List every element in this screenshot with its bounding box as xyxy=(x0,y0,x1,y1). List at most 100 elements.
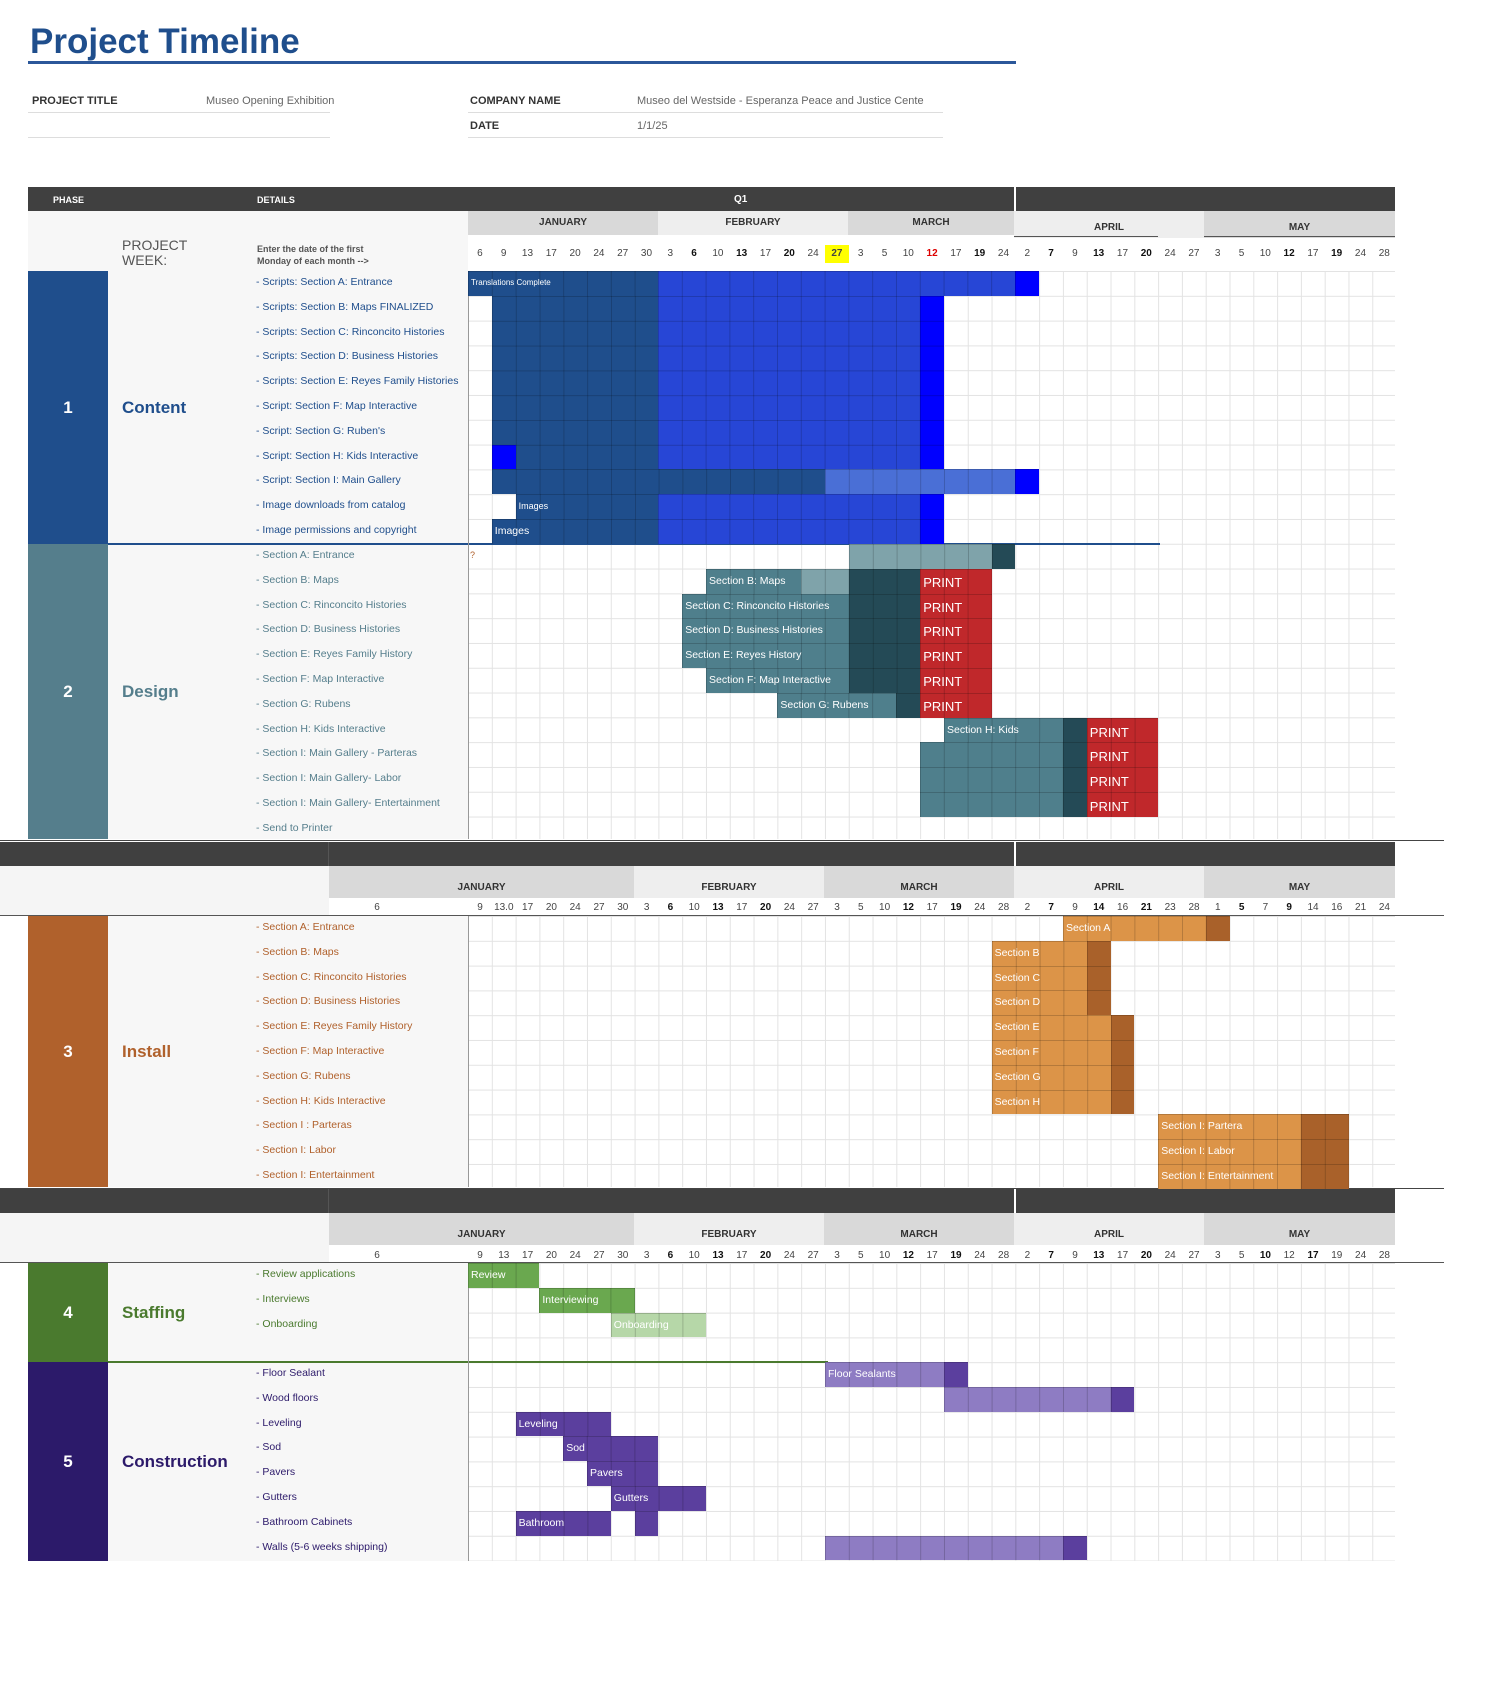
gantt-bar[interactable]: Section F xyxy=(992,1040,1111,1065)
task-label[interactable]: - Section B: Maps xyxy=(256,945,339,958)
task-label[interactable]: - Section C: Rinconcito Histories xyxy=(256,970,407,983)
gantt-bar[interactable]: Gutters xyxy=(611,1486,706,1511)
task-label[interactable]: - Gutters xyxy=(256,1491,297,1503)
task-label[interactable]: - Pavers xyxy=(256,1466,296,1479)
gantt-bar[interactable] xyxy=(1301,1114,1349,1140)
task-label[interactable]: - Section I: Main Gallery- Entertainment xyxy=(256,797,440,809)
task-label[interactable]: - Image downloads from catalog xyxy=(256,499,406,512)
task-label[interactable]: - Section D: Business Histories xyxy=(256,995,401,1008)
gantt-bar[interactable] xyxy=(1015,271,1040,296)
task-label[interactable]: - Scripts: Section E: Reyes Family Histo… xyxy=(256,375,459,388)
print-bar[interactable]: PRINT xyxy=(920,668,992,693)
gantt-bar[interactable] xyxy=(849,544,992,569)
task-label[interactable]: - Floor Sealant xyxy=(256,1367,325,1379)
gantt-bar[interactable]: Pavers xyxy=(587,1461,659,1486)
task-label[interactable]: - Script: Section F: Map Interactive xyxy=(256,400,418,412)
task-label[interactable]: - Section E: Reyes Family History xyxy=(256,648,413,661)
task-label[interactable]: - Section I: Main Gallery - Parteras xyxy=(256,747,418,760)
gantt-bar[interactable] xyxy=(920,742,1063,768)
gantt-bar[interactable] xyxy=(920,519,944,544)
gantt-bar[interactable] xyxy=(635,1510,659,1536)
gantt-bar[interactable] xyxy=(1111,1015,1135,1040)
gantt-bar[interactable]: Section A xyxy=(1063,916,1206,941)
task-label[interactable]: - Section I: Main Gallery- Labor xyxy=(256,772,402,785)
gantt-bar[interactable] xyxy=(1087,940,1111,966)
gantt-bar[interactable] xyxy=(1087,990,1111,1016)
gantt-bar[interactable]: Section F: Map Interactive xyxy=(706,668,849,693)
gantt-bar[interactable]: Section D xyxy=(992,990,1087,1016)
gantt-bar[interactable] xyxy=(920,767,1063,792)
gantt-bar[interactable]: Section C xyxy=(992,965,1087,991)
gantt-bar[interactable]: Section I: Partera xyxy=(1158,1114,1301,1140)
gantt-bar[interactable] xyxy=(492,295,659,470)
gantt-bar[interactable]: Leveling xyxy=(516,1411,611,1437)
gantt-bar[interactable] xyxy=(920,295,944,470)
gantt-bar[interactable] xyxy=(1063,792,1087,817)
task-label[interactable]: - Section G: Rubens xyxy=(256,1069,351,1082)
gantt-bar[interactable]: Section C: Rinconcito Histories xyxy=(682,593,849,619)
task-label[interactable]: - Sod xyxy=(256,1441,282,1454)
gantt-bar[interactable] xyxy=(944,1362,968,1387)
gantt-bar[interactable] xyxy=(1063,742,1087,768)
gantt-bar[interactable] xyxy=(825,469,1016,495)
gantt-bar[interactable] xyxy=(849,593,921,619)
task-label[interactable]: - Section I : Parteras xyxy=(256,1119,352,1132)
task-label[interactable]: - Wood floors xyxy=(256,1391,319,1404)
task-label[interactable]: - Script: Section G: Ruben's xyxy=(256,424,386,437)
task-label[interactable]: - Scripts: Section B: Maps FINALIZED xyxy=(256,300,434,313)
print-bar[interactable]: PRINT xyxy=(920,618,992,644)
gantt-bar[interactable] xyxy=(1063,717,1087,743)
gantt-bar[interactable] xyxy=(992,544,1016,569)
gantt-bar[interactable] xyxy=(944,1386,1111,1412)
gantt-bar[interactable]: Section H: Kids xyxy=(944,717,1063,743)
task-label[interactable]: - Onboarding xyxy=(256,1317,318,1330)
task-label[interactable]: - Section C: Rinconcito Histories xyxy=(256,598,407,611)
gantt-bar[interactable]: Section E xyxy=(992,1015,1111,1040)
gantt-bar[interactable] xyxy=(1111,1064,1135,1090)
gantt-bar[interactable] xyxy=(920,792,1063,817)
task-label[interactable]: - Section F: Map Interactive xyxy=(256,1045,385,1057)
gantt-bar[interactable] xyxy=(896,692,921,718)
gantt-bar[interactable]: Floor Sealants xyxy=(825,1362,968,1387)
print-bar[interactable]: PRINT xyxy=(1087,742,1159,768)
task-label[interactable]: - Section D: Business Histories xyxy=(256,623,401,636)
task-label[interactable]: - Script: Section I: Main Gallery xyxy=(256,474,401,487)
gantt-bar[interactable] xyxy=(1206,916,1230,941)
task-label[interactable]: - Section A: Entrance xyxy=(256,549,355,561)
gantt-bar[interactable]: Images xyxy=(516,494,659,519)
gantt-bar[interactable] xyxy=(825,1535,1063,1561)
task-label[interactable]: - Section F: Map Interactive xyxy=(256,673,385,685)
gantt-bar[interactable] xyxy=(1301,1139,1349,1164)
gantt-bar[interactable] xyxy=(1111,1089,1135,1115)
task-label[interactable]: - Bathroom Cabinets xyxy=(256,1515,353,1528)
gantt-bar[interactable]: Section I: Entertainment xyxy=(1158,1164,1301,1189)
gantt-bar[interactable]: Bathroom xyxy=(516,1510,611,1536)
project-title-value[interactable]: Museo Opening Exhibition xyxy=(206,95,335,107)
print-bar[interactable]: PRINT xyxy=(1087,767,1159,792)
gantt-bar[interactable]: Onboarding xyxy=(611,1312,706,1338)
task-label[interactable]: - Scripts: Section C: Rinconcito Histori… xyxy=(256,325,445,338)
gantt-bar[interactable]: Section G: Rubens xyxy=(777,692,897,718)
print-bar[interactable]: PRINT xyxy=(920,593,992,619)
task-label[interactable]: - Leveling xyxy=(256,1416,302,1429)
gantt-bar[interactable] xyxy=(1301,1164,1349,1189)
gantt-bar[interactable] xyxy=(1087,965,1111,991)
task-label[interactable]: - Scripts: Section D: Business Histories xyxy=(256,350,439,363)
task-label[interactable]: - Image permissions and copyright xyxy=(256,524,417,536)
task-label[interactable]: - Section G: Rubens xyxy=(256,697,351,710)
gantt-bar[interactable] xyxy=(492,469,825,495)
task-label[interactable]: - Send to Printer xyxy=(256,821,333,834)
task-label[interactable]: - Script: Section H: Kids Interactive xyxy=(256,449,419,462)
gantt-bar[interactable]: Interviewing xyxy=(539,1287,635,1313)
gantt-bar[interactable] xyxy=(849,643,921,668)
gantt-bar[interactable] xyxy=(1063,767,1087,792)
gantt-bar[interactable] xyxy=(658,494,921,519)
gantt-bar[interactable] xyxy=(1063,1535,1087,1561)
task-label[interactable]: - Section H: Kids Interactive xyxy=(256,1094,386,1107)
task-label[interactable]: - Section H: Kids Interactive xyxy=(256,722,386,735)
print-bar[interactable]: PRINT xyxy=(920,692,992,718)
task-label[interactable]: - Scripts: Section A: Entrance xyxy=(256,276,393,288)
task-label[interactable]: - Section E: Reyes Family History xyxy=(256,1020,413,1033)
gantt-bar[interactable]: Sod xyxy=(563,1436,659,1462)
print-bar[interactable]: PRINT xyxy=(920,643,992,668)
